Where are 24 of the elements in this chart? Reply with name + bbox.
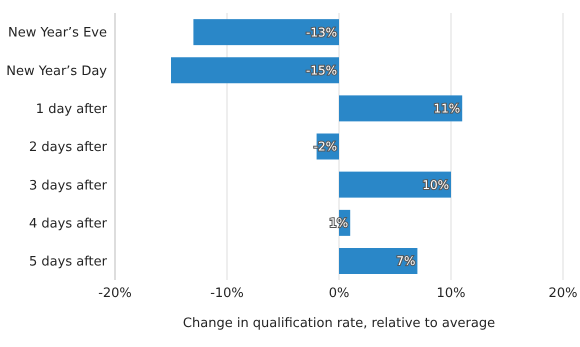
y-tick-label: New Year’s Eve <box>8 26 107 41</box>
data-label: 11% <box>434 102 460 116</box>
y-tick-label: 2 days after <box>29 140 108 156</box>
bar <box>339 172 451 198</box>
data-label: -13% <box>306 25 337 40</box>
y-tick-label: 4 days after <box>29 216 108 232</box>
y-tick-label: 3 days after <box>29 178 108 194</box>
x-axis-title: Change in qualification rate, relative to average <box>182 316 496 331</box>
x-tick-label: 0% <box>328 286 350 302</box>
x-tick-label: -10% <box>210 286 244 302</box>
data-label: 7% <box>396 254 416 268</box>
y-tick-label: 1 day after <box>36 102 108 117</box>
data-label: 1% <box>329 216 348 230</box>
x-tick-label: 20% <box>548 286 578 302</box>
data-label: -15% <box>306 63 337 78</box>
bar <box>193 19 339 46</box>
bar <box>339 95 462 122</box>
y-tick-label: 5 days after <box>29 254 108 270</box>
bar <box>339 248 418 274</box>
x-tick-label: 10% <box>436 286 466 302</box>
data-label: 10% <box>422 178 449 192</box>
bar <box>171 57 339 84</box>
y-tick-label: New Year’s Day <box>6 64 108 79</box>
x-tick-label: -20% <box>98 286 132 302</box>
